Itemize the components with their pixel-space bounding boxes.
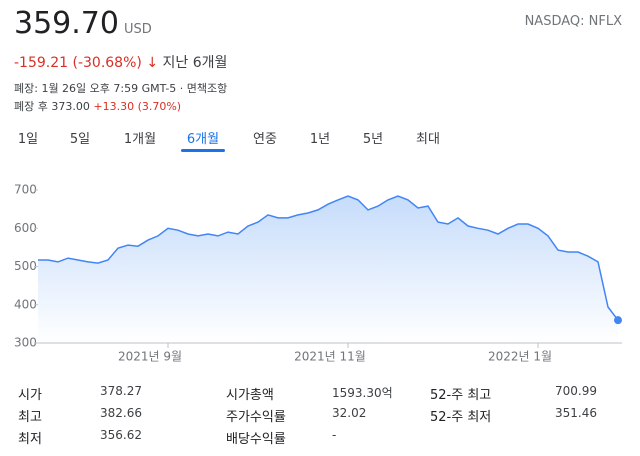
y-tick-label: 300 bbox=[14, 336, 37, 350]
stat-value: 378.27 bbox=[100, 384, 142, 398]
stat-label: 최고 bbox=[18, 410, 42, 425]
y-tick-label: 700 bbox=[14, 183, 37, 197]
last-point bbox=[614, 316, 622, 325]
stat-value: 32.02 bbox=[332, 406, 367, 420]
closed-info: 폐장: 1월 26일 오후 7:59 GMT-5 · bbox=[14, 82, 187, 95]
x-tick-label: 2021년 11월 bbox=[294, 350, 366, 364]
closed-row: 폐장: 1월 26일 오후 7:59 GMT-5 · 면책조항 bbox=[14, 80, 227, 96]
currency: USD bbox=[124, 22, 152, 37]
after-price: 373.00 bbox=[51, 100, 90, 113]
period: 지난 6개월 bbox=[162, 55, 228, 71]
after-change: +13.30 (3.70%) bbox=[93, 100, 182, 113]
stat-value: 356.62 bbox=[100, 428, 142, 442]
stat-value: - bbox=[332, 428, 337, 442]
stat-label: 최저 bbox=[18, 432, 42, 447]
area bbox=[38, 196, 618, 343]
exchange: NASDAQ: NFLX bbox=[524, 14, 622, 29]
x-tick-label: 2021년 9월 bbox=[118, 350, 182, 364]
after-hours-row: 폐장 후 373.00 +13.30 (3.70%) bbox=[14, 98, 181, 114]
price: 359.70 bbox=[14, 6, 119, 41]
disclaimer-link[interactable]: 면책조항 bbox=[186, 82, 228, 95]
after-label: 폐장 후 bbox=[14, 100, 48, 113]
range-tab[interactable]: 5년 bbox=[362, 132, 384, 147]
range-tab[interactable]: 6개월 bbox=[186, 132, 220, 147]
range-tab[interactable]: 연중 bbox=[253, 132, 277, 147]
stat-value: 700.99 bbox=[555, 384, 597, 398]
range-tab[interactable]: 1일 bbox=[17, 132, 39, 147]
stat-label: 주가수익률 bbox=[226, 410, 286, 425]
range-tab[interactable]: 최대 bbox=[416, 132, 440, 147]
stat-value: 1593.30억 bbox=[332, 386, 393, 400]
change: -159.21 (-30.68%) bbox=[14, 55, 142, 71]
stat-label: 시가총액 bbox=[226, 388, 274, 403]
stat-value: 382.66 bbox=[100, 406, 142, 420]
range-tab[interactable]: 1년 bbox=[309, 132, 331, 147]
range-tab[interactable]: 5일 bbox=[69, 132, 91, 147]
stat-label: 배당수익률 bbox=[226, 432, 286, 447]
price-line bbox=[38, 195, 619, 321]
y-tick-label: 600 bbox=[14, 221, 37, 235]
stat-label: 시가 bbox=[18, 388, 42, 403]
stat-label: 52-주 최고 bbox=[430, 388, 492, 403]
y-tick-label: 400 bbox=[14, 297, 37, 311]
x-tick-label: 2022년 1월 bbox=[488, 350, 552, 364]
down-arrow: ↓ bbox=[146, 55, 159, 71]
y-tick-label: 500 bbox=[14, 259, 37, 273]
stat-value: 351.46 bbox=[555, 406, 597, 420]
change-row: -159.21 (-30.68%) ↓ 지난 6개월 bbox=[14, 52, 227, 72]
stat-label: 52-주 최저 bbox=[430, 410, 492, 425]
chart: 300 400 500 600 700 2021년 9월 2021년 11월 2022년 1월 bbox=[14, 183, 622, 364]
tab-underline bbox=[181, 149, 225, 152]
range-tab[interactable]: 1개월 bbox=[123, 132, 157, 147]
